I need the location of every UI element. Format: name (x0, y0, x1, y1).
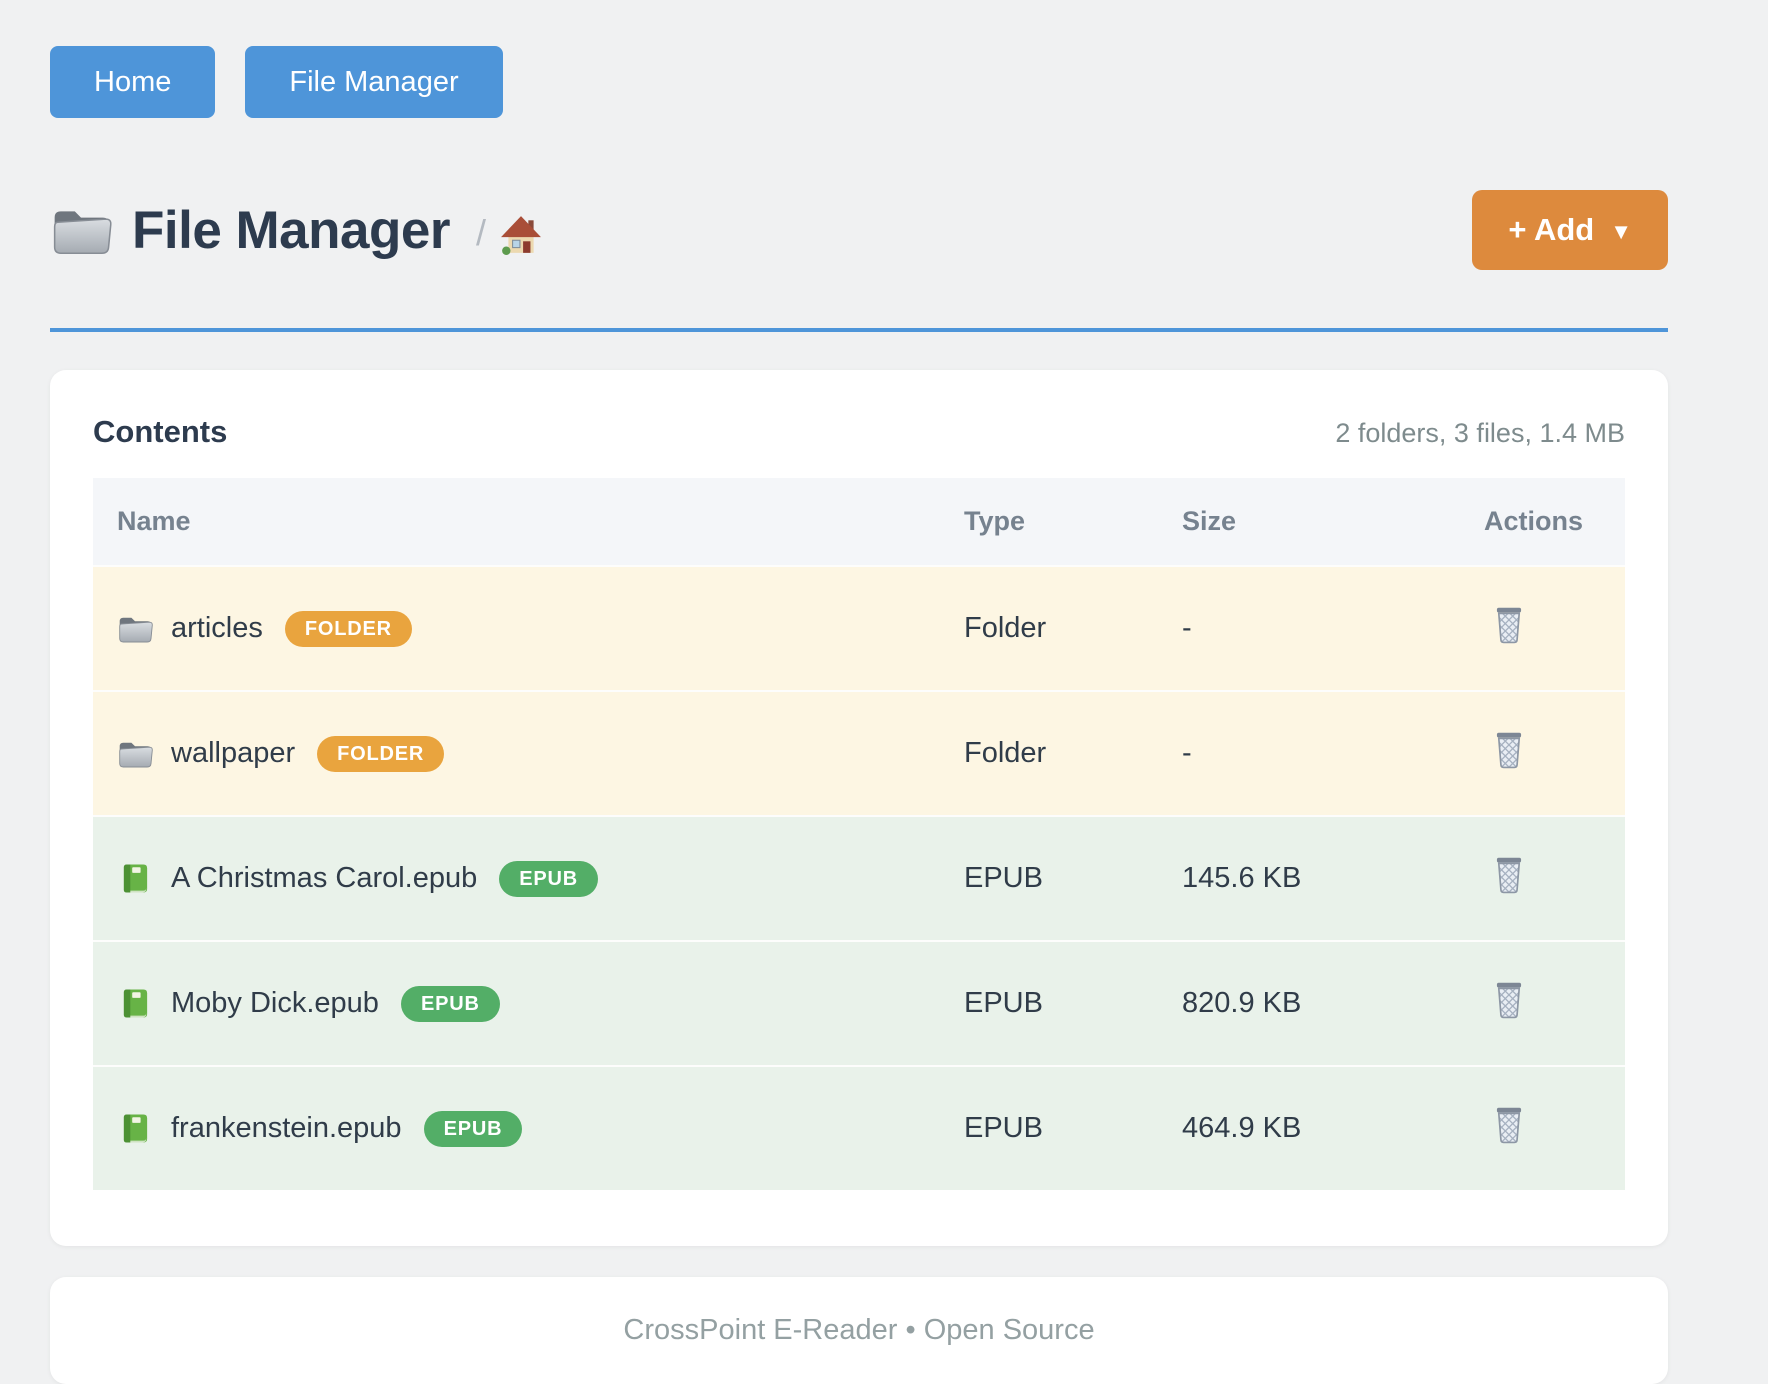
file-name[interactable]: Moby Dick.epub (171, 987, 379, 1019)
table-row[interactable]: A Christmas Carol.epub EPUB EPUB 145.6 K… (93, 816, 1625, 941)
trash-icon (1496, 857, 1522, 894)
file-table-header: Name Type Size Actions (93, 478, 1625, 566)
trash-icon (1496, 982, 1522, 1019)
footer-card: CrossPoint E-Reader • Open Source (50, 1277, 1668, 1384)
file-name-cell[interactable]: wallpaper FOLDER (93, 691, 940, 816)
file-icon-host (117, 987, 153, 1020)
book-icon (123, 864, 148, 893)
add-button-label: + Add (1508, 212, 1595, 247)
file-name[interactable]: articles (171, 612, 263, 644)
file-name-cell[interactable]: Moby Dick.epub EPUB (93, 941, 940, 1066)
nav-button-file-manager[interactable]: File Manager (245, 46, 503, 118)
file-table-body: articles FOLDER Folder - (93, 566, 1625, 1190)
trash-icon (1496, 732, 1522, 769)
title-underline (50, 328, 1668, 332)
file-name-cell[interactable]: articles FOLDER (93, 566, 940, 691)
file-table: Name Type Size Actions articles FOLDER F… (93, 478, 1625, 1190)
file-size: 145.6 KB (1182, 862, 1302, 894)
trash-icon (1496, 607, 1522, 644)
table-row[interactable]: Moby Dick.epub EPUB EPUB 820.9 KB (93, 941, 1625, 1066)
title-group: File Manager / (50, 200, 542, 261)
file-icon-host (117, 862, 153, 895)
page-header: File Manager / + Add ▼ (50, 190, 1668, 270)
file-type: Folder (964, 612, 1047, 644)
page-title: File Manager (132, 200, 450, 260)
column-header-name: Name (93, 478, 940, 566)
file-name-cell[interactable]: A Christmas Carol.epub EPUB (93, 816, 940, 941)
breadcrumb-separator: / (475, 212, 486, 253)
folder-icon (50, 203, 112, 257)
file-size: 820.9 KB (1182, 987, 1302, 1019)
file-size: - (1182, 737, 1192, 769)
delete-button[interactable] (1484, 980, 1526, 1019)
file-name[interactable]: wallpaper (171, 737, 296, 769)
table-row[interactable]: frankenstein.epub EPUB EPUB 464.9 KB (93, 1066, 1625, 1190)
file-icon-host (117, 738, 153, 769)
file-badge: FOLDER (317, 735, 445, 772)
file-actions-cell (1460, 1066, 1625, 1190)
file-icon-host (117, 613, 153, 644)
file-badge: EPUB (423, 1110, 523, 1147)
trash-icon (1496, 1107, 1522, 1144)
file-badge: EPUB (400, 985, 500, 1022)
delete-button[interactable] (1484, 730, 1526, 769)
top-nav: Home File Manager (50, 46, 1668, 118)
delete-button[interactable] (1484, 605, 1526, 644)
file-name[interactable]: frankenstein.epub (171, 1112, 402, 1144)
table-row[interactable]: articles FOLDER Folder - (93, 566, 1625, 691)
file-name-cell[interactable]: frankenstein.epub EPUB (93, 1066, 940, 1190)
folder-icon (119, 742, 153, 768)
folder-icon (53, 211, 112, 255)
file-actions-cell (1460, 691, 1625, 816)
contents-card: Contents 2 folders, 3 files, 1.4 MB Name… (50, 370, 1668, 1246)
delete-button[interactable] (1484, 855, 1526, 894)
contents-summary: 2 folders, 3 files, 1.4 MB (1335, 418, 1625, 448)
file-size: 464.9 KB (1182, 1112, 1302, 1144)
file-actions-cell (1460, 941, 1625, 1066)
delete-button[interactable] (1484, 1105, 1526, 1144)
file-type: Folder (964, 737, 1047, 769)
nav-button-home[interactable]: Home (50, 46, 216, 118)
file-icon-host (117, 1112, 153, 1145)
table-row[interactable]: wallpaper FOLDER Folder - (93, 691, 1625, 816)
book-icon (123, 1114, 148, 1143)
chevron-down-icon: ▼ (1610, 218, 1632, 244)
column-header-size: Size (1158, 478, 1460, 566)
file-type: EPUB (964, 987, 1043, 1019)
footer-text: CrossPoint E-Reader • Open Source (623, 1314, 1095, 1346)
home-icon[interactable] (500, 214, 542, 256)
file-type: EPUB (964, 1112, 1043, 1144)
file-badge: FOLDER (284, 610, 412, 647)
file-badge: EPUB (499, 860, 599, 897)
contents-heading: Contents (93, 414, 228, 449)
column-header-actions: Actions (1460, 478, 1625, 566)
file-type: EPUB (964, 862, 1043, 894)
column-header-type: Type (940, 478, 1158, 566)
folder-icon (119, 617, 153, 643)
book-icon (123, 989, 148, 1018)
add-button[interactable]: + Add ▼ (1472, 190, 1668, 270)
file-name[interactable]: A Christmas Carol.epub (171, 862, 478, 894)
file-actions-cell (1460, 816, 1625, 941)
file-actions-cell (1460, 566, 1625, 691)
file-size: - (1182, 612, 1192, 644)
contents-card-header: Contents 2 folders, 3 files, 1.4 MB (93, 414, 1625, 450)
